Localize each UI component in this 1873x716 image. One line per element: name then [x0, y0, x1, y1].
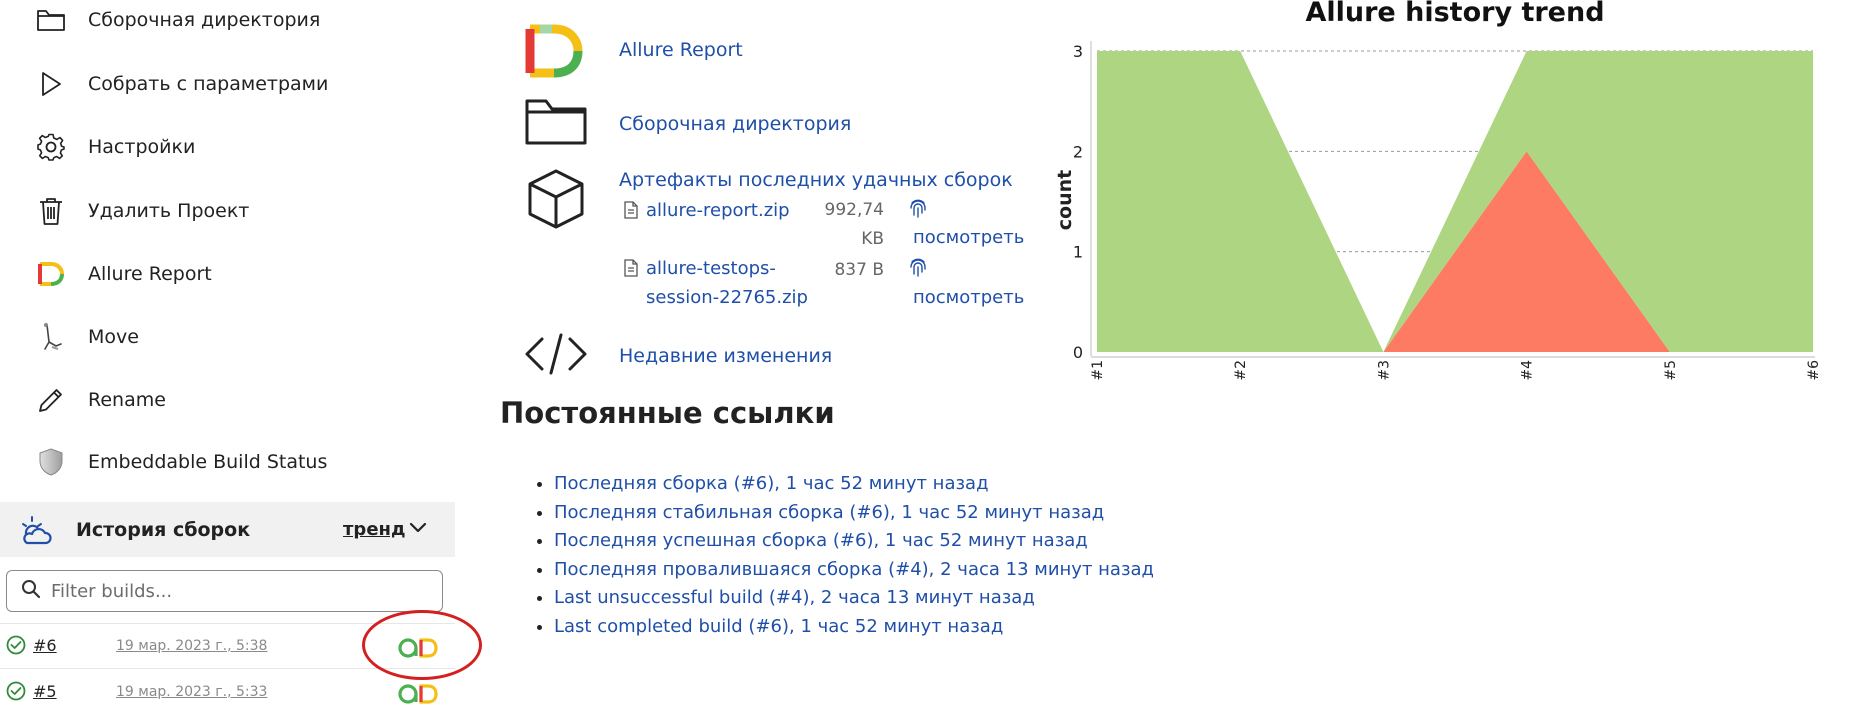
sidebar-item-move[interactable]: Move	[36, 317, 139, 357]
build-history-title: История сборок	[76, 518, 251, 541]
sidebar-item-label: Embeddable Build Status	[88, 451, 328, 473]
artifact-link-continued[interactable]: session-22765.zip	[646, 287, 808, 308]
sidebar-item-label: Rename	[88, 389, 166, 411]
permalinks-title: Постоянные ссылки	[500, 396, 835, 430]
build-date-link[interactable]: 19 мар. 2023 г., 5:38	[116, 638, 268, 654]
sidebar-item-settings[interactable]: Настройки	[36, 127, 195, 167]
sidebar-item-label: Собрать с параметрами	[88, 73, 329, 95]
code-icon	[524, 333, 588, 375]
x-tick-label: #5	[1663, 360, 1679, 381]
sidebar-item-delete-project[interactable]: Удалить Проект	[36, 191, 249, 231]
permalink-item[interactable]: Последняя сборка (#6), 1 час 52 минут на…	[554, 470, 1154, 499]
y-tick-label: 2	[1073, 142, 1083, 161]
highlight-annotation	[362, 610, 482, 680]
shield-icon	[36, 447, 66, 477]
build-number-link[interactable]: #5	[33, 682, 57, 701]
y-tick-label: 0	[1073, 343, 1083, 362]
x-tick-label: #6	[1806, 360, 1822, 381]
allure-history-trend-chart[interactable]: 0 1 2 3 #1 #2 #3 #4 #5 #6 Allure history trend c…	[1040, 0, 1873, 420]
allure-report-badge-icon[interactable]	[397, 682, 439, 710]
sidebar-item-rename[interactable]: Rename	[36, 380, 166, 420]
allure-report-logo-icon[interactable]	[522, 22, 586, 80]
allure-logo-icon	[36, 259, 66, 289]
filter-placeholder: Filter builds...	[51, 580, 173, 602]
recent-changes-link[interactable]: Недавние изменения	[619, 345, 833, 367]
sidebar-item-label: Сборочная директория	[88, 9, 321, 31]
allure-report-link[interactable]: Allure Report	[619, 39, 743, 61]
artifact-size: 992,74	[824, 200, 884, 220]
filter-builds-input[interactable]: Filter builds...	[6, 570, 443, 612]
sidebar-item-allure-report[interactable]: Allure Report	[36, 254, 212, 294]
move-icon	[36, 322, 66, 352]
y-axis-label: count	[1054, 170, 1076, 230]
permalink-item[interactable]: Последняя провалившаяся сборка (#4), 2 ч…	[554, 556, 1154, 585]
permalinks-list: Последняя сборка (#6), 1 час 52 минут на…	[530, 470, 1154, 641]
permalink-item[interactable]: Последняя стабильная сборка (#6), 1 час …	[554, 499, 1154, 528]
permalink-item[interactable]: Last unsuccessful build (#4), 2 часа 13 …	[554, 584, 1154, 613]
build-number-link[interactable]: #6	[33, 636, 57, 655]
artifact-link[interactable]: allure-testops-	[646, 258, 776, 279]
gear-icon	[36, 132, 66, 162]
y-tick-label: 1	[1073, 243, 1083, 262]
build-history-header: История сборок тренд	[0, 502, 455, 557]
weather-icon	[18, 512, 54, 548]
search-icon	[21, 579, 41, 604]
file-icon	[624, 201, 638, 223]
success-check-icon	[6, 681, 26, 705]
permalink-item[interactable]: Last completed build (#6), 1 час 52 мину…	[554, 613, 1154, 642]
permalink-item[interactable]: Последняя успешная сборка (#6), 1 час 52…	[554, 527, 1154, 556]
sidebar-item-label: Move	[88, 326, 139, 348]
view-artifact-link[interactable]: посмотреть	[913, 287, 1025, 308]
sidebar-item-embeddable-build-status[interactable]: Embeddable Build Status	[36, 442, 327, 482]
view-artifact-link[interactable]: посмотреть	[913, 227, 1025, 248]
sidebar-item-label: Allure Report	[88, 263, 212, 285]
sidebar: Сборочная директория Собрать с параметра…	[0, 0, 482, 705]
success-check-icon	[6, 635, 26, 659]
trend-link[interactable]: тренд	[343, 519, 406, 540]
artifact-size: 837 B	[834, 260, 884, 280]
trash-icon	[36, 196, 66, 226]
x-tick-label: #3	[1376, 360, 1392, 381]
chart-title: Allure history trend	[1305, 0, 1604, 28]
last-successful-artifacts-link[interactable]: Артефакты последних удачных сборок	[619, 169, 1013, 191]
package-icon	[526, 168, 586, 230]
x-tick-label: #1	[1090, 360, 1106, 381]
play-icon	[36, 69, 66, 99]
sidebar-item-workspace[interactable]: Сборочная директория	[36, 0, 320, 40]
fingerprint-icon[interactable]	[908, 256, 928, 282]
y-tick-label: 3	[1073, 42, 1083, 61]
chevron-down-icon[interactable]	[409, 520, 427, 539]
artifact-link[interactable]: allure-report.zip	[646, 200, 790, 221]
x-tick-label: #2	[1233, 360, 1249, 381]
artifact-size-unit: KB	[861, 229, 884, 249]
file-icon	[624, 259, 638, 281]
x-tick-label: #4	[1520, 360, 1536, 381]
folder-icon	[36, 5, 66, 35]
sidebar-item-label: Настройки	[88, 136, 196, 158]
workspace-link[interactable]: Сборочная директория	[619, 113, 852, 135]
build-date-link[interactable]: 19 мар. 2023 г., 5:33	[116, 684, 268, 700]
sidebar-item-build-with-parameters[interactable]: Собрать с параметрами	[36, 64, 328, 104]
pencil-icon	[36, 385, 66, 415]
folder-icon	[524, 95, 588, 147]
area-series-passed	[1097, 51, 1813, 352]
fingerprint-icon[interactable]	[908, 197, 928, 223]
sidebar-item-label: Удалить Проект	[88, 200, 250, 222]
build-row: #5 19 мар. 2023 г., 5:33	[0, 670, 455, 716]
